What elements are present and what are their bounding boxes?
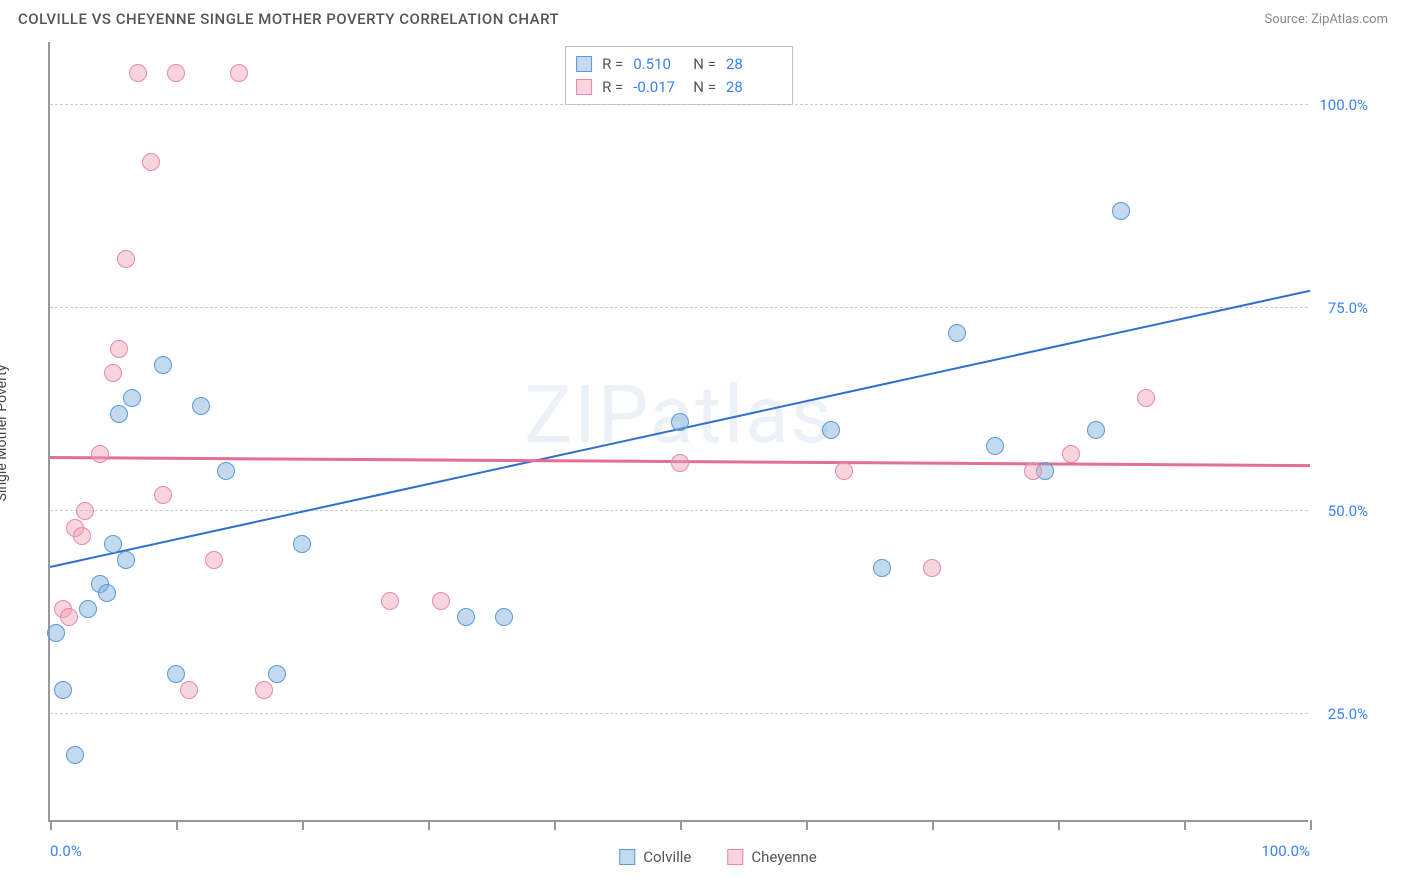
chart-container: Single Mother Poverty ZIPatlas R =0.510N… [48,42,1388,824]
x-tick-label: 100.0% [1261,842,1310,860]
data-point [217,462,235,480]
n-label: N = [693,53,716,76]
chart-title: COLVILLE VS CHEYENNE SINGLE MOTHER POVER… [18,10,559,28]
x-tick [1058,820,1060,830]
data-point [60,608,78,626]
data-point [47,624,65,642]
legend-item: Colville [619,848,691,866]
x-tick [176,820,178,830]
x-tick [1310,820,1312,830]
data-point [432,592,450,610]
x-tick [554,820,556,830]
data-point [255,681,273,699]
data-point [154,486,172,504]
data-point [986,437,1004,455]
grid-line [50,104,1308,105]
data-point [110,405,128,423]
legend: Colville Cheyenne [619,848,817,866]
r-value: 0.510 [633,53,683,76]
data-point [671,413,689,431]
data-point [1024,462,1042,480]
y-axis-label: Single Mother Poverty [0,365,10,502]
x-tick [1184,820,1186,830]
series-swatch [576,56,592,72]
data-point [167,64,185,82]
data-point [457,608,475,626]
stats-row: R = 0.510 N = 28 [576,53,776,76]
data-point [1062,445,1080,463]
data-point [293,535,311,553]
data-point [98,584,116,602]
data-point [822,421,840,439]
y-tick-label: 50.0% [1328,502,1368,520]
n-value: 28 [726,53,776,76]
title-bar: COLVILLE VS CHEYENNE SINGLE MOTHER POVER… [0,0,1406,36]
data-point [104,535,122,553]
data-point [66,746,84,764]
data-point [76,502,94,520]
n-label: N = [693,76,716,99]
data-point [948,324,966,342]
data-point [180,681,198,699]
data-point [268,665,286,683]
n-value: 28 [726,76,776,99]
data-point [923,559,941,577]
data-point [1137,389,1155,407]
grid-line [50,510,1308,511]
data-point [104,364,122,382]
source-label: Source: ZipAtlas.com [1264,12,1388,27]
data-point [230,64,248,82]
y-tick-label: 25.0% [1328,705,1368,723]
legend-label: Cheyenne [751,848,816,866]
data-point [73,527,91,545]
r-label: R = [602,53,623,76]
data-point [117,250,135,268]
data-point [495,608,513,626]
data-point [671,454,689,472]
data-point [835,462,853,480]
data-point [142,153,160,171]
x-tick [680,820,682,830]
data-point [91,445,109,463]
y-tick-label: 100.0% [1319,96,1368,114]
x-tick [932,820,934,830]
data-point [873,559,891,577]
legend-swatch [727,849,743,865]
data-point [154,356,172,374]
grid-line [50,307,1308,308]
data-point [110,340,128,358]
data-point [205,551,223,569]
legend-item: Cheyenne [727,848,816,866]
data-point [1087,421,1105,439]
grid-line [50,713,1308,714]
legend-swatch [619,849,635,865]
data-point [381,592,399,610]
correlation-stats-box: R = 0.510 N = 28 R = -0.017 N = 28 [565,46,793,105]
stats-row: R = -0.017 N = 28 [576,76,776,99]
x-tick [806,820,808,830]
legend-label: Colville [643,848,691,866]
data-point [192,397,210,415]
x-tick [302,820,304,830]
data-point [123,389,141,407]
y-tick-label: 75.0% [1328,299,1368,317]
data-point [1112,202,1130,220]
series-swatch [576,79,592,95]
data-point [54,681,72,699]
r-label: R = [602,76,623,99]
scatter-plot: ZIPatlas R =0.510N =28R =-0.017N =28 25.… [48,42,1308,822]
x-tick [50,820,52,830]
data-point [79,600,97,618]
x-tick-label: 0.0% [50,842,82,860]
data-point [117,551,135,569]
data-point [167,665,185,683]
r-value: -0.017 [633,76,683,99]
data-point [129,64,147,82]
x-tick [428,820,430,830]
